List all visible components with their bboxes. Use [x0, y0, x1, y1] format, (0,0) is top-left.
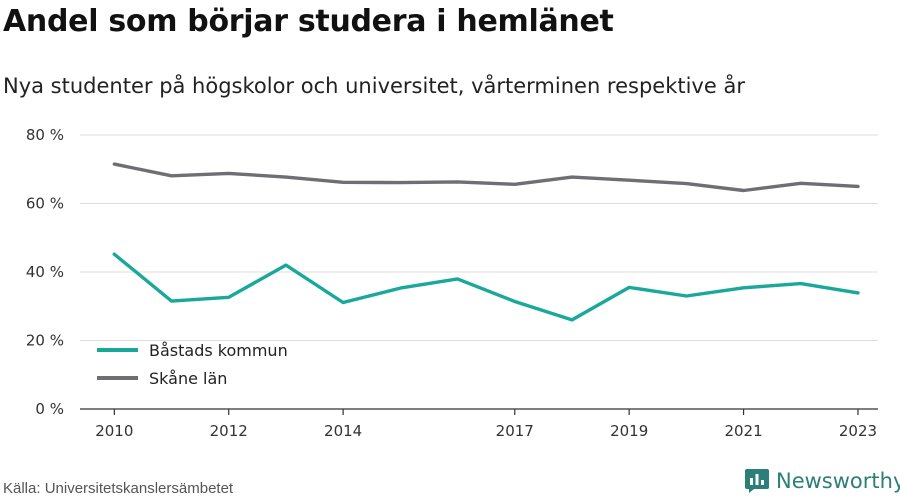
brand-name: Newsworthy	[776, 469, 900, 493]
x-tick-label: 2012	[210, 422, 248, 440]
x-tick-label: 2019	[610, 422, 648, 440]
y-tick-label: 20 %	[26, 332, 64, 350]
y-tick-label: 40 %	[26, 263, 64, 281]
y-tick-label: 60 %	[26, 195, 64, 213]
chart-subtitle: Nya studenter på högskolor och universit…	[3, 74, 745, 98]
series-line	[112, 252, 860, 322]
chart-title: Andel som börjar studera i hemlänet	[3, 4, 614, 39]
x-tick-label: 2021	[724, 422, 762, 440]
brand-logo: Newsworthy	[745, 469, 900, 493]
legend-label: Båstads kommun	[149, 341, 288, 360]
newsworthy-logo-icon	[745, 469, 769, 493]
y-tick-label: 0 %	[35, 400, 64, 418]
y-tick-label: 80 %	[26, 126, 64, 144]
x-tick-label: 2023	[839, 422, 877, 440]
x-tick-label: 2014	[324, 422, 362, 440]
legend-label: Skåne län	[149, 369, 227, 388]
x-tick-label: 2017	[496, 422, 534, 440]
series-line	[112, 162, 860, 193]
source-note: Källa: Universitetskanslersämbetet	[3, 480, 234, 497]
x-tick-label: 2010	[95, 422, 133, 440]
